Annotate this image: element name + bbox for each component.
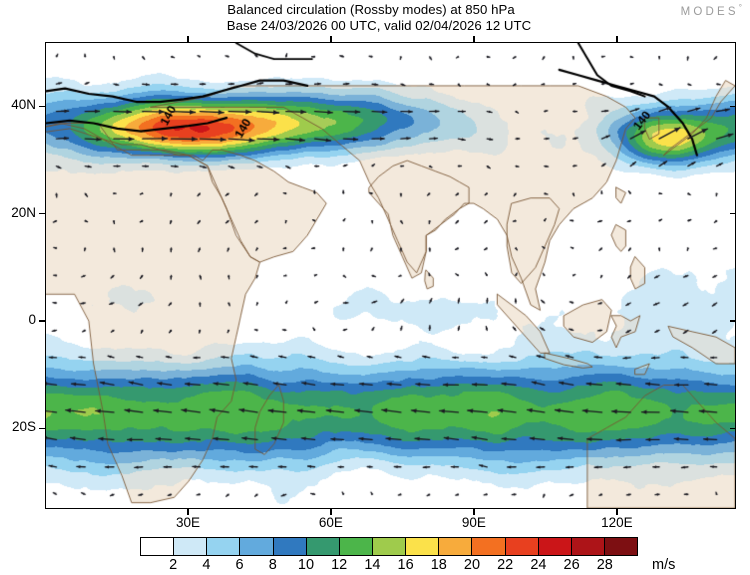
x-axis-label: 60E <box>318 515 343 530</box>
y-axis-tick-right <box>730 320 736 322</box>
colorbar-segment <box>141 538 175 555</box>
colorbar-tick-label: 12 <box>331 557 348 573</box>
colorbar-segment <box>439 538 473 555</box>
colorbar-tick-labels: 2 4 6 8 10 12 14 16 18 20 22 24 26 28 <box>140 557 638 575</box>
x-axis-tick-top <box>187 36 189 42</box>
colorbar-segment <box>273 538 307 555</box>
colorbar-segment <box>406 538 440 555</box>
colorbar-segment <box>604 538 638 555</box>
y-axis-tick <box>39 320 45 322</box>
brand-name: MODES <box>680 5 739 18</box>
y-axis-label: 40N <box>11 97 36 113</box>
y-axis-label: 20N <box>11 204 36 220</box>
colorbar-tick-label: 10 <box>297 557 315 573</box>
colorbar-segment <box>372 538 407 555</box>
colorbar-tick-label: 6 <box>235 557 244 573</box>
colorbar-tick-label: 14 <box>364 557 381 573</box>
colorbar-segment <box>174 538 208 555</box>
colorbar-tick-label: 16 <box>397 557 414 573</box>
brand-mark: ° <box>738 3 742 12</box>
chart-subtitle: Base 24/03/2026 00 UTC, valid 02/04/2026… <box>226 17 532 33</box>
colorbar-segment <box>571 538 605 555</box>
x-axis-tick <box>473 509 475 515</box>
x-axis-tick-top <box>473 36 475 42</box>
y-axis-tick <box>39 105 45 108</box>
colorbar-segment <box>505 538 539 555</box>
y-axis-tick <box>39 427 45 430</box>
chart-title-block: Balanced circulation (Rossby modes) at 8… <box>0 2 750 33</box>
colorbar-tick-label: 2 <box>169 557 178 573</box>
y-axis-tick-right <box>730 213 736 215</box>
colorbar-segment <box>339 538 373 555</box>
wind-speed-map-canvas <box>46 43 735 508</box>
y-axis-label: 20S <box>11 419 36 435</box>
x-axis-tick <box>187 509 189 515</box>
y-axis-tick-right <box>730 427 736 430</box>
x-axis-label: 120E <box>601 515 633 530</box>
x-axis-tick <box>616 509 618 515</box>
x-axis-tick-top <box>330 36 332 42</box>
colorbar-segment <box>240 538 274 555</box>
x-axis-tick-top <box>616 36 618 42</box>
colorbar-segment <box>306 538 340 555</box>
colorbar-tick-label: 22 <box>497 557 514 573</box>
x-axis-label: 30E <box>175 515 200 530</box>
colorbar-tick-label: 26 <box>563 557 580 573</box>
x-axis-label: 90E <box>461 515 486 530</box>
colorbar-tick-label: 24 <box>530 557 547 573</box>
colorbar-segment <box>472 538 506 555</box>
y-axis-tick-right <box>730 105 736 108</box>
colorbar-segment <box>538 538 572 555</box>
y-axis-label: 0 <box>28 312 36 328</box>
x-axis-tick <box>330 509 332 515</box>
map-plot-area <box>45 42 736 509</box>
modes-logo: MODES° <box>681 3 742 18</box>
colorbar-tick-label: 4 <box>202 557 211 573</box>
colorbar-segment <box>207 538 241 555</box>
colorbar-tick-label: 28 <box>596 557 613 573</box>
colorbar-tick-label: 8 <box>268 557 277 573</box>
colorbar-tick-label: 18 <box>430 557 447 573</box>
colorbar <box>140 537 638 556</box>
colorbar-tick-label: 20 <box>463 557 481 573</box>
colorbar-units-label: m/s <box>652 557 676 573</box>
page-title: Balanced circulation (Rossby modes) at 8… <box>227 2 515 17</box>
y-axis-tick <box>39 213 45 215</box>
